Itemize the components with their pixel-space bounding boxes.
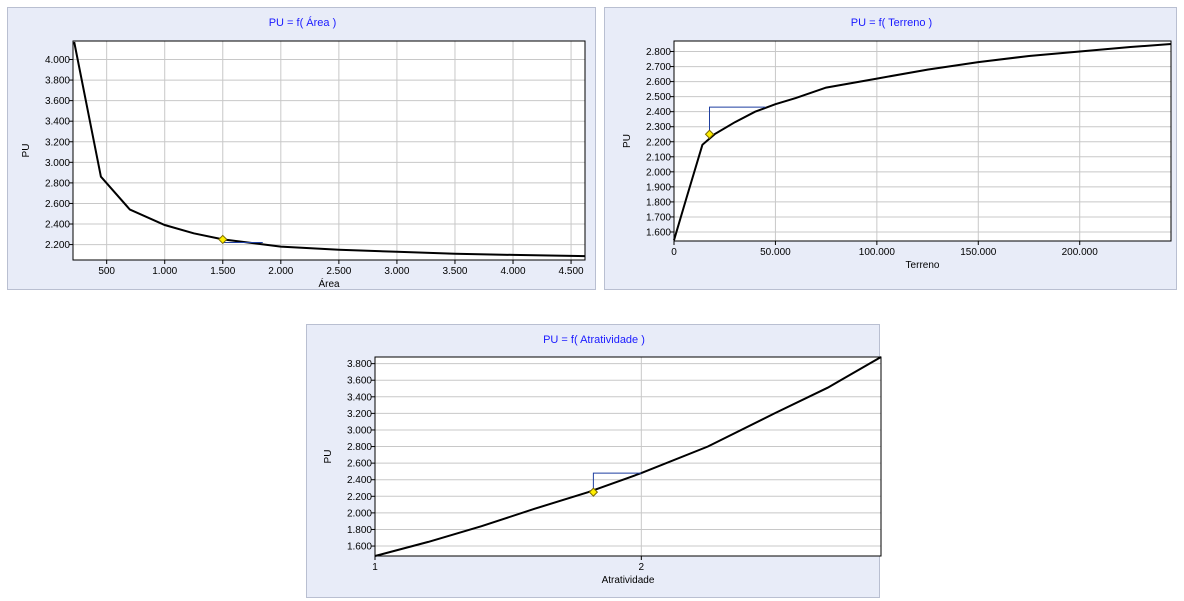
- y-tick-label: 2.100: [646, 152, 671, 163]
- y-tick-label: 3.400: [347, 392, 372, 403]
- y-tick-label: 2.800: [646, 47, 671, 58]
- y-tick-label: 4.000: [45, 55, 70, 66]
- chart-panel-terreno: PU = f( Terreno ) 0 50.000 100.000 150.000 20…: [604, 7, 1177, 290]
- x-tick-label: 1.500: [210, 266, 235, 277]
- y-tick-label: 2.000: [347, 508, 372, 519]
- chart-panel-area: PU = f( Área ) 500 1.000 1.500 2.000 2.500 3.0…: [7, 7, 596, 290]
- y-tick-label: 1.600: [646, 227, 671, 238]
- x-axis-label: Atratividade: [602, 575, 655, 586]
- y-tick-label: 2.600: [45, 199, 70, 210]
- x-tick-label: 3.000: [384, 266, 409, 277]
- y-tick-label: 1.900: [646, 182, 671, 193]
- y-tick-label: 3.000: [347, 425, 372, 436]
- chart-panel-atratividade: PU = f( Atratividade ) 1 2 1.600 1.800 2.000 2…: [306, 324, 880, 598]
- y-tick-label: 2.400: [45, 220, 70, 231]
- y-axis-label: PU: [622, 134, 633, 148]
- y-tick-label: 2.200: [347, 492, 372, 503]
- y-axis-label: PU: [323, 450, 334, 464]
- y-tick-label: 3.000: [45, 158, 70, 169]
- x-axis-label: Área: [318, 277, 340, 290]
- y-tick-label: 3.600: [347, 376, 372, 387]
- x-tick-label: 150.000: [960, 247, 997, 258]
- y-tick-label: 3.200: [347, 409, 372, 420]
- x-tick-label: 2.000: [268, 266, 293, 277]
- chart-atratividade: PU = f( Atratividade ) 1 2 1.600 1.800 2.000 2…: [307, 325, 881, 599]
- y-tick-label: 2.500: [646, 92, 671, 103]
- y-tick-label: 2.600: [347, 459, 372, 470]
- x-tick-label: 4.000: [501, 266, 526, 277]
- y-tick-label: 1.600: [347, 542, 372, 553]
- x-tick-label: 2.500: [326, 266, 351, 277]
- x-tick-label: 200.000: [1062, 247, 1099, 258]
- y-axis-label: PU: [21, 144, 32, 158]
- plot-area: [375, 357, 881, 556]
- y-tick-label: 2.200: [45, 240, 70, 251]
- y-tick-label: 2.200: [646, 137, 671, 148]
- x-tick-label: 4.500: [559, 266, 584, 277]
- y-tick-label: 2.400: [646, 107, 671, 118]
- y-tick-label: 2.000: [646, 167, 671, 178]
- y-tick-label: 2.600: [646, 77, 671, 88]
- chart-title: PU = f( Atratividade ): [543, 334, 645, 346]
- x-tick-label: 0: [671, 247, 677, 258]
- plot-area: [73, 41, 585, 260]
- x-tick-label: 50.000: [760, 247, 791, 258]
- x-tick-label: 3.500: [442, 266, 467, 277]
- y-tick-label: 2.300: [646, 122, 671, 133]
- x-tick-label: 100.000: [859, 247, 896, 258]
- y-tick-label: 1.700: [646, 212, 671, 223]
- chart-title: PU = f( Área ): [269, 16, 337, 29]
- x-tick-label: 1: [372, 562, 378, 573]
- y-tick-label: 1.800: [646, 197, 671, 208]
- x-tick-label: 1.000: [152, 266, 177, 277]
- chart-title: PU = f( Terreno ): [851, 17, 932, 29]
- x-tick-label: 2: [639, 562, 645, 573]
- y-tick-label: 3.400: [45, 117, 70, 128]
- y-tick-label: 1.800: [347, 525, 372, 536]
- chart-area: PU = f( Área ) 500 1.000 1.500 2.000 2.500 3.0…: [8, 8, 597, 291]
- chart-terreno: PU = f( Terreno ) 0 50.000 100.000 150.000 20…: [605, 8, 1178, 291]
- y-tick-label: 2.400: [347, 475, 372, 486]
- x-axis-label: Terreno: [906, 260, 940, 271]
- y-tick-label: 3.800: [347, 359, 372, 370]
- y-tick-label: 2.800: [45, 178, 70, 189]
- y-tick-label: 2.800: [347, 442, 372, 453]
- y-tick-label: 3.200: [45, 137, 70, 148]
- y-tick-label: 3.800: [45, 76, 70, 87]
- x-tick-label: 500: [98, 266, 115, 277]
- y-tick-label: 2.700: [646, 62, 671, 73]
- y-tick-label: 3.600: [45, 96, 70, 107]
